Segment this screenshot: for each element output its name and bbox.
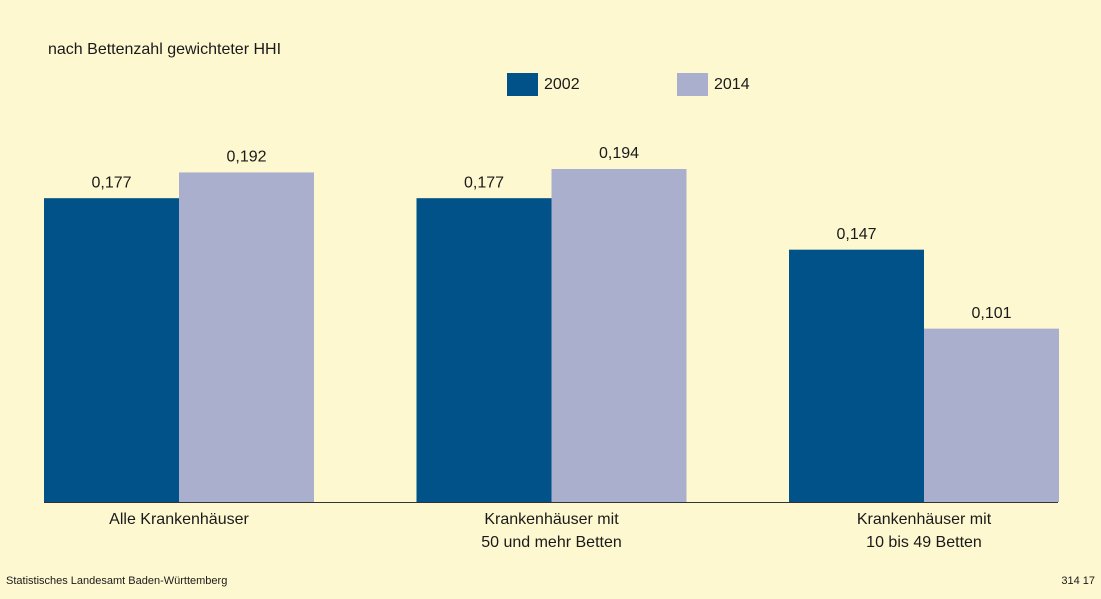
- value-label: 0,177: [464, 174, 504, 191]
- source: Statistisches Landesamt Baden-Württember…: [6, 575, 227, 587]
- x-tick-label: Krankenhäuser mit: [857, 511, 992, 528]
- bar: [179, 172, 314, 502]
- x-tick-label: Krankenhäuser mit: [484, 511, 619, 528]
- value-label: 0,147: [836, 226, 876, 243]
- value-label: 0,192: [226, 149, 266, 166]
- value-label: 0,194: [599, 145, 639, 162]
- legend-label: 2014: [714, 76, 750, 93]
- value-label: 0,177: [91, 174, 131, 191]
- value-label: 0,101: [971, 305, 1011, 322]
- legend-swatch: [507, 73, 538, 96]
- legend-swatch: [677, 73, 708, 96]
- bar: [551, 169, 687, 502]
- bar: [44, 198, 179, 502]
- bar: [416, 198, 552, 502]
- x-tick-label: 10 bis 49 Betten: [866, 534, 982, 551]
- bar: [924, 328, 1059, 502]
- x-tick-label: 50 und mehr Betten: [481, 534, 622, 551]
- code: 314 17: [1061, 575, 1095, 587]
- bar: [789, 249, 924, 502]
- x-tick-label: Alle Krankenhäuser: [109, 511, 249, 528]
- chart-subtitle: nach Bettenzahl gewichteter HHI: [48, 41, 281, 58]
- legend-label: 2002: [544, 76, 580, 93]
